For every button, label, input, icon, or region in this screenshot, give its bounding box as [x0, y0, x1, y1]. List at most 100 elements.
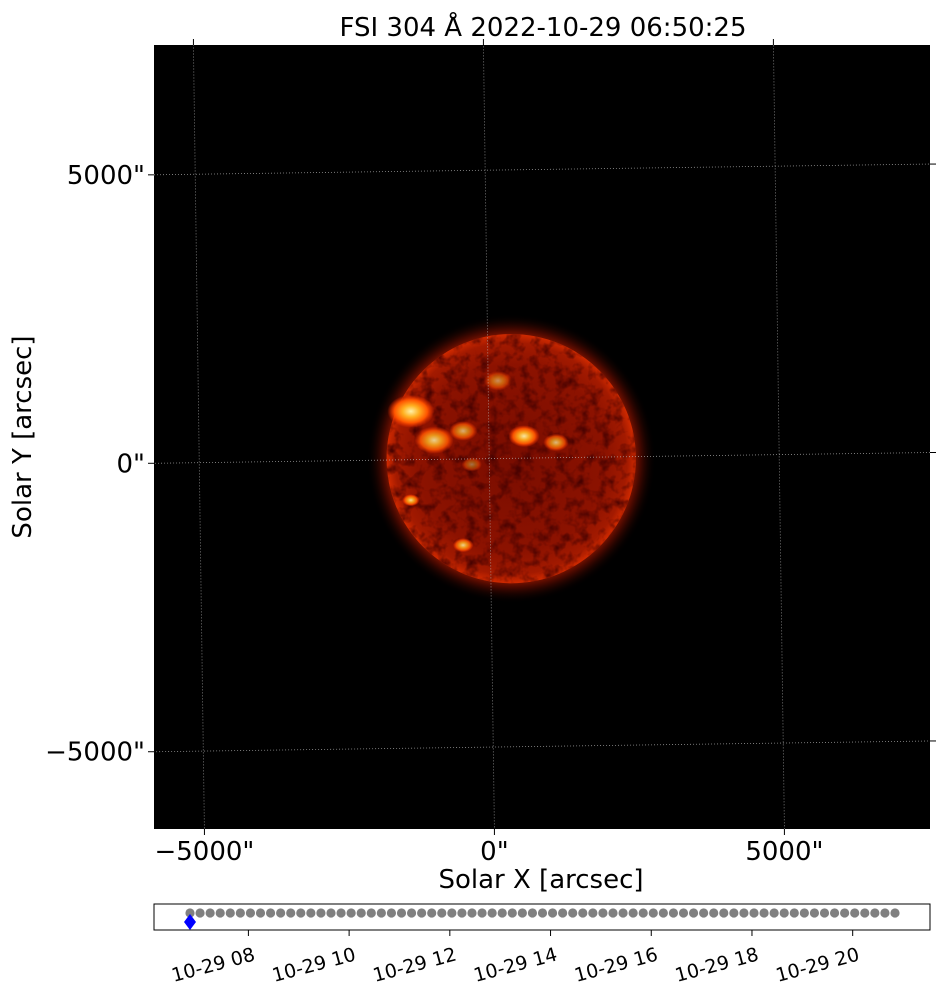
time-point[interactable] — [890, 908, 900, 918]
x-axis-ticks: −5000" 0" 5000" — [154, 39, 823, 867]
time-point[interactable] — [789, 908, 799, 918]
time-point[interactable] — [316, 908, 326, 918]
time-point[interactable] — [497, 908, 507, 918]
y-axis-ticks: 5000" 0" −5000" — [45, 161, 936, 768]
time-point[interactable] — [487, 908, 497, 918]
time-point[interactable] — [517, 908, 527, 918]
y-axis-label: Solar Y [arcsec] — [8, 335, 38, 538]
grid-line-vertical — [483, 45, 495, 829]
time-point[interactable] — [376, 908, 386, 918]
time-point[interactable] — [880, 908, 890, 918]
time-point[interactable] — [366, 908, 376, 918]
time-point[interactable] — [678, 908, 689, 918]
time-point[interactable] — [558, 908, 568, 918]
time-point[interactable] — [235, 908, 245, 918]
time-point[interactable] — [819, 908, 830, 918]
time-point[interactable] — [437, 908, 447, 918]
time-point[interactable] — [658, 908, 668, 918]
time-point[interactable] — [225, 908, 235, 918]
time-point[interactable] — [406, 908, 417, 918]
time-point[interactable] — [386, 908, 397, 918]
time-point[interactable] — [265, 908, 276, 918]
time-point[interactable] — [739, 908, 749, 918]
time-point[interactable] — [860, 908, 870, 918]
time-point[interactable] — [205, 908, 215, 918]
time-tick-label: 10-29 14 — [471, 944, 559, 987]
time-tick-label: 10-29 16 — [572, 944, 660, 987]
time-point[interactable] — [195, 908, 205, 918]
time-point[interactable] — [336, 908, 346, 918]
bright-region — [452, 538, 474, 553]
time-point[interactable] — [346, 908, 356, 918]
time-point[interactable] — [215, 908, 225, 918]
time-point[interactable] — [779, 908, 789, 918]
x-tick-label: −5000" — [154, 837, 254, 867]
x-tick-label: 0" — [480, 837, 509, 867]
time-point[interactable] — [638, 908, 648, 918]
image-axes: −5000" 0" 5000" 5000" 0" −5000" — [45, 39, 936, 867]
time-point[interactable] — [850, 908, 860, 918]
time-point[interactable] — [527, 908, 538, 918]
sun-disk-layer — [366, 313, 656, 604]
time-point[interactable] — [719, 908, 729, 918]
time-point[interactable] — [286, 908, 296, 918]
time-point[interactable] — [769, 908, 779, 918]
time-point[interactable] — [507, 908, 517, 918]
time-point[interactable] — [759, 908, 769, 918]
time-point[interactable] — [749, 908, 759, 918]
time-point[interactable] — [537, 908, 548, 918]
bright-region — [483, 370, 513, 391]
time-tick-label: 10-29 12 — [371, 944, 459, 987]
time-tick-label: 10-29 18 — [673, 944, 761, 987]
y-tick-label: 0" — [116, 449, 145, 479]
time-point[interactable] — [276, 908, 286, 918]
time-point[interactable] — [417, 908, 427, 918]
time-point[interactable] — [799, 908, 809, 918]
time-point[interactable] — [699, 908, 709, 918]
time-point[interactable] — [477, 908, 487, 918]
time-point[interactable] — [648, 908, 658, 918]
time-point[interactable] — [588, 908, 598, 918]
bright-region — [387, 394, 435, 428]
time-point[interactable] — [870, 908, 880, 918]
time-point[interactable] — [628, 908, 638, 918]
time-point[interactable] — [618, 908, 628, 918]
time-point[interactable] — [185, 908, 195, 918]
time-point[interactable] — [840, 908, 850, 918]
time-point[interactable] — [457, 908, 467, 918]
y-tick-label: −5000" — [45, 738, 145, 768]
time-point[interactable] — [568, 908, 578, 918]
x-axis-label: Solar X [arcsec] — [438, 865, 643, 895]
time-point[interactable] — [598, 908, 608, 918]
grid-line-vertical — [193, 45, 205, 829]
time-point[interactable] — [608, 908, 618, 918]
time-point[interactable] — [427, 908, 437, 918]
time-point[interactable] — [709, 908, 719, 918]
time-point[interactable] — [829, 908, 840, 918]
time-point[interactable] — [809, 908, 820, 918]
time-tick-label: 10-29 08 — [169, 944, 257, 987]
time-point[interactable] — [356, 908, 366, 918]
time-point[interactable] — [396, 908, 407, 918]
time-point[interactable] — [447, 908, 457, 918]
time-point[interactable] — [688, 908, 699, 918]
time-point[interactable] — [547, 908, 558, 918]
time-tick-label: 10-29 20 — [773, 944, 861, 987]
time-point[interactable] — [668, 908, 679, 918]
time-point[interactable] — [578, 908, 588, 918]
time-point[interactable] — [255, 908, 266, 918]
time-point[interactable] — [245, 908, 256, 918]
coordinate-grid — [154, 45, 930, 829]
chart-title: FSI 304 Å 2022-10-29 06:50:25 — [339, 11, 746, 43]
time-point[interactable] — [296, 908, 306, 918]
bright-region — [508, 425, 540, 448]
bright-region — [414, 426, 454, 454]
time-slider[interactable]: 10-29 08 10-29 10 10-29 12 10-29 14 10-29 16… — [153, 903, 931, 987]
time-point[interactable] — [306, 908, 316, 918]
time-point[interactable] — [729, 908, 739, 918]
time-point[interactable] — [467, 908, 477, 918]
bright-region — [449, 421, 478, 441]
current-time-marker[interactable] — [184, 914, 196, 930]
time-point[interactable] — [326, 908, 336, 918]
